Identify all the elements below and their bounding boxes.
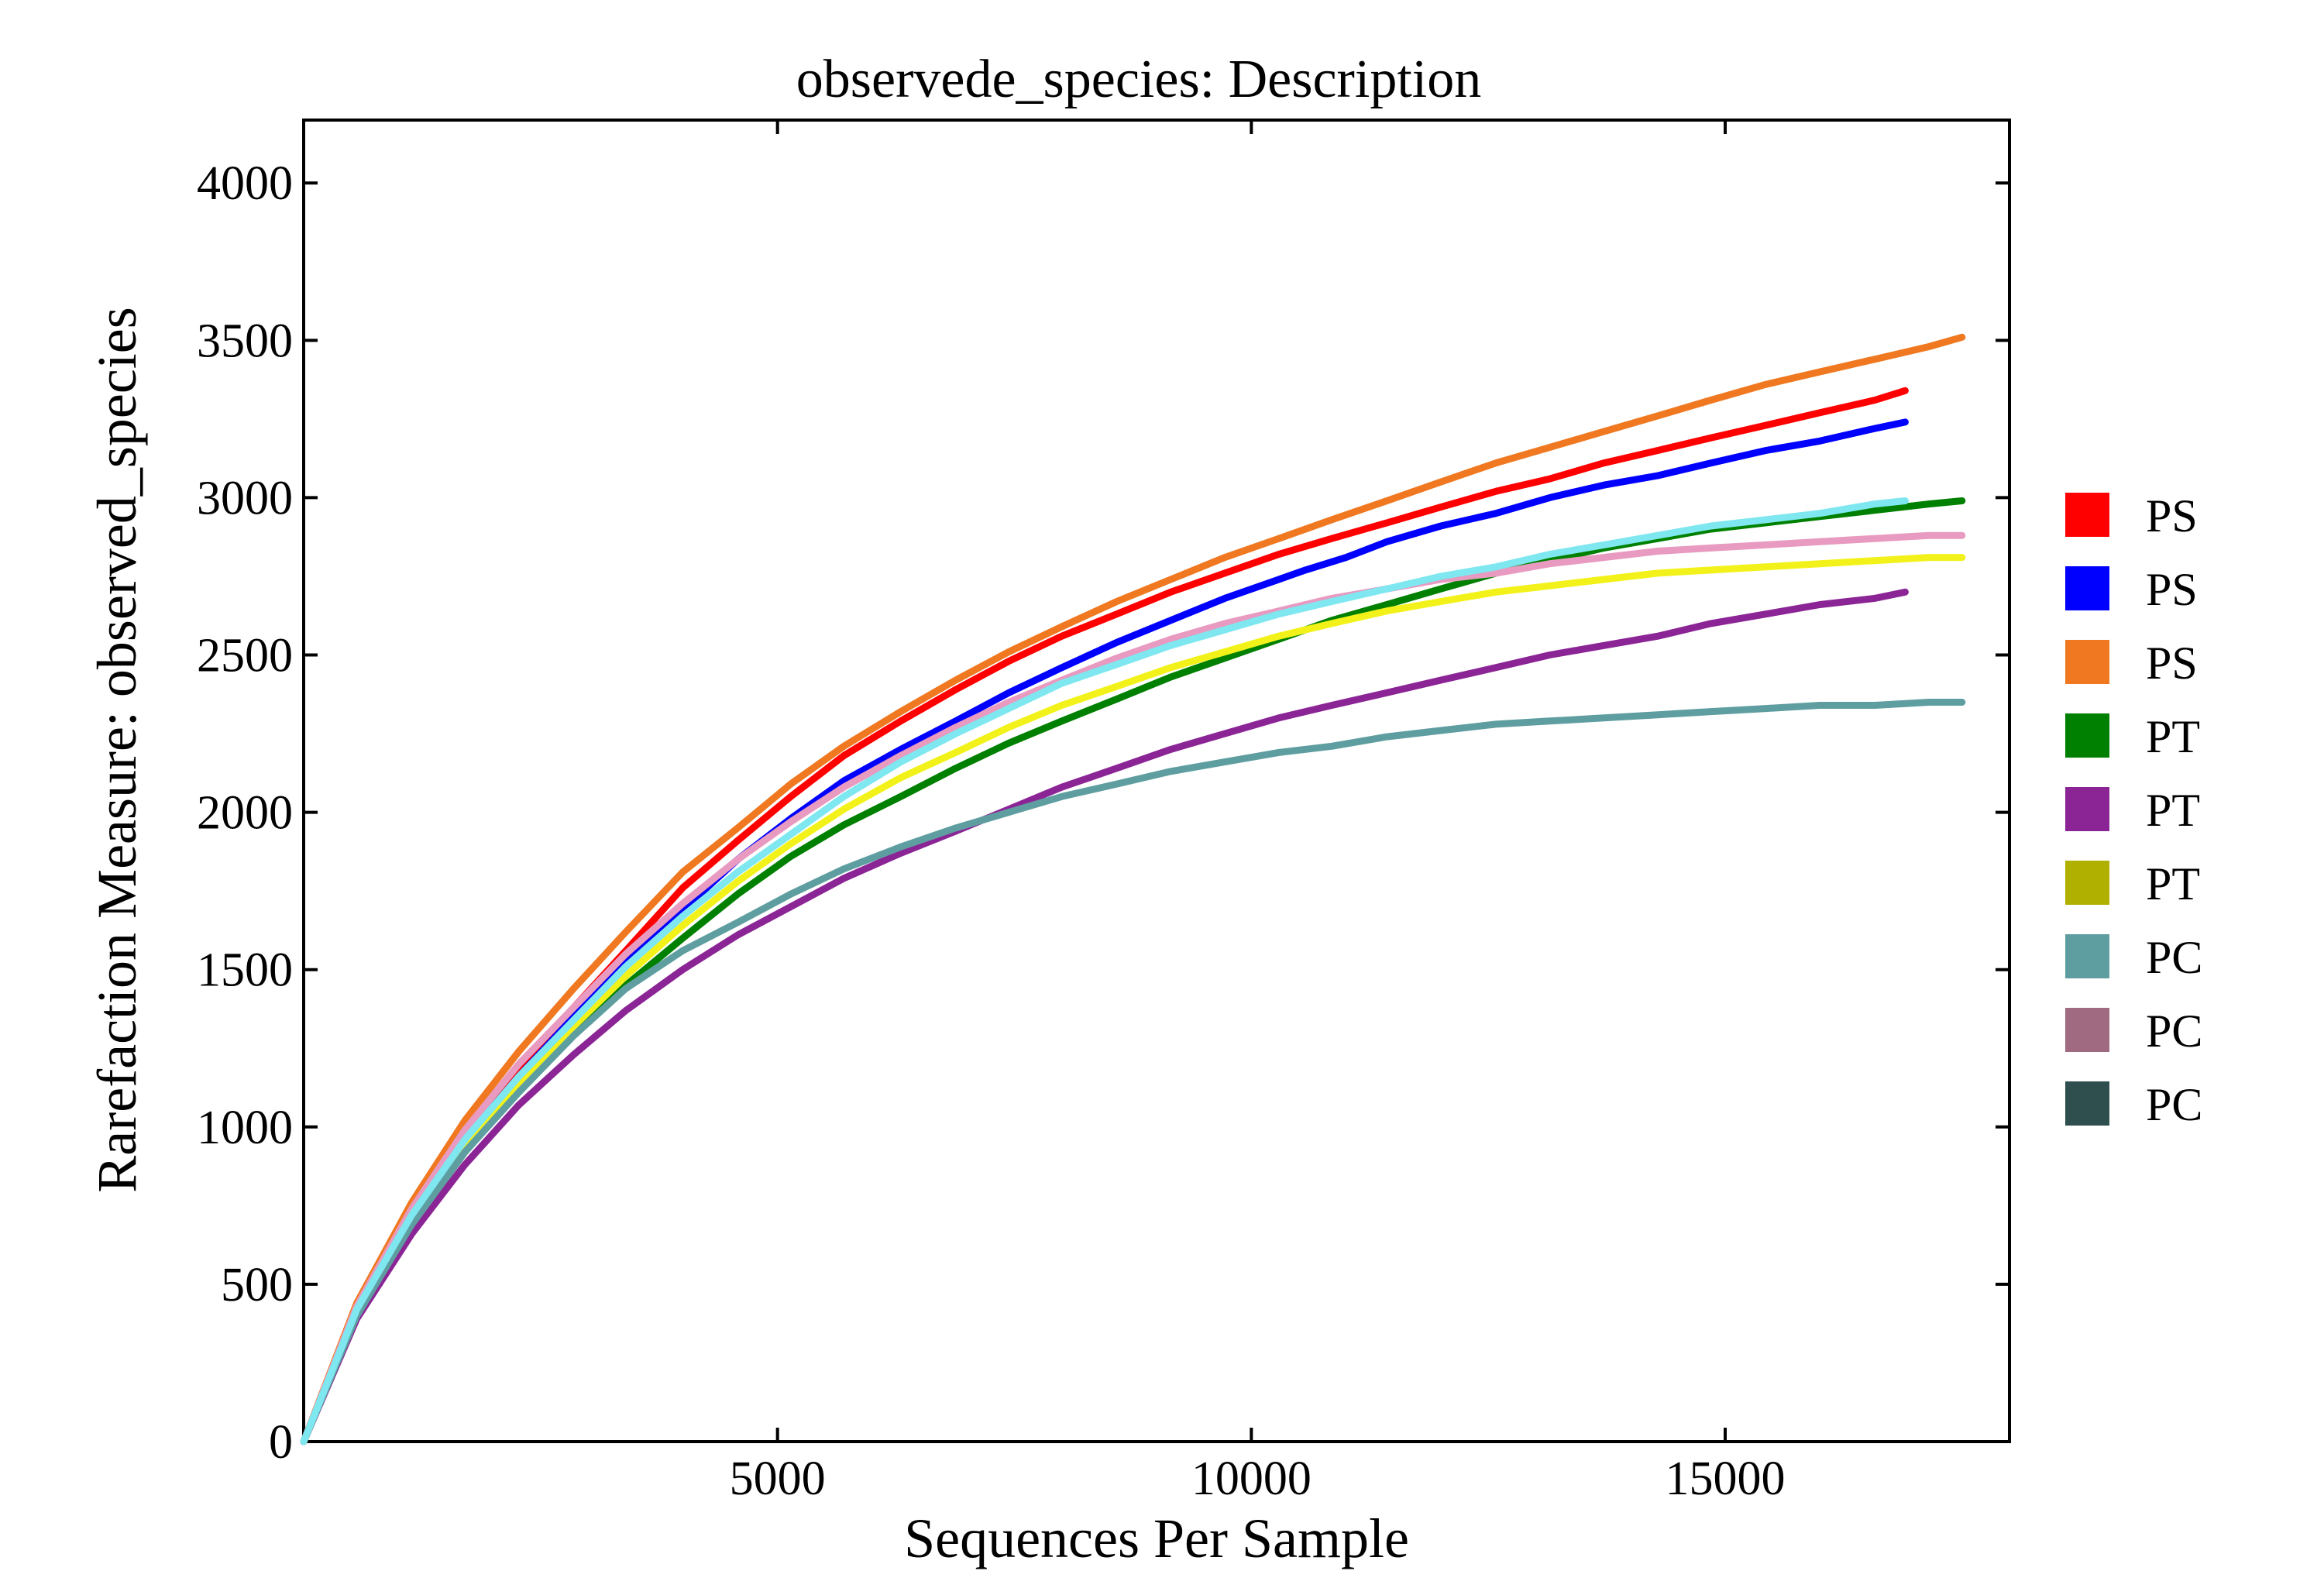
y-tick-label: 4000: [197, 157, 293, 210]
y-tick-label: 1000: [197, 1102, 293, 1154]
legend-swatch: [2065, 787, 2109, 831]
plot-frame: [302, 119, 2011, 1443]
y-tick-label: 3500: [197, 315, 293, 367]
x-tick-label: 10000: [1191, 1452, 1312, 1505]
legend-swatch: [2065, 493, 2109, 537]
legend: PS PS PS PT PT PT PC PC PC: [2065, 490, 2202, 1130]
series-line-8: [300, 531, 1966, 1445]
legend-swatch: [2065, 566, 2109, 610]
legend-label: PC: [2146, 932, 2202, 983]
legend-label: PT: [2146, 711, 2200, 762]
axis-ticks: 5000 10000 15000 0 500 1000 1500 2000 2500 3000 35…: [197, 120, 2009, 1505]
legend-label: PS: [2146, 490, 2198, 541]
legend-label: PT: [2146, 785, 2200, 836]
x-axis-label: Sequences Per Sample: [904, 1507, 1409, 1569]
legend-swatch: [2065, 1081, 2109, 1126]
y-axis-label: Rarefaction Measure: observed_species: [86, 307, 148, 1193]
legend-swatch: [2065, 1008, 2109, 1052]
legend-swatch: [2065, 934, 2109, 978]
x-tick-label: 5000: [730, 1452, 826, 1505]
legend-swatch: [2065, 713, 2109, 758]
y-tick-label: 0: [269, 1416, 293, 1469]
legend-label: PT: [2146, 858, 2200, 909]
chart-title: observede_species: Description: [796, 50, 1481, 109]
y-tick-label: 500: [221, 1259, 293, 1311]
y-tick-label: 3000: [197, 472, 293, 524]
series-line-4: [300, 497, 1966, 1445]
legend-swatch: [2065, 861, 2109, 905]
series-line-9: [300, 497, 1909, 1445]
legend-label: PS: [2146, 638, 2198, 689]
y-tick-label: 2000: [197, 787, 293, 840]
series-line-5: [300, 588, 1909, 1445]
x-tick-label: 15000: [1666, 1452, 1786, 1505]
series-line-7: [300, 699, 1966, 1445]
y-tick-label: 1500: [197, 944, 293, 997]
legend-swatch: [2065, 640, 2109, 684]
series-line-3: [300, 333, 1966, 1445]
legend-label: PC: [2146, 1005, 2202, 1057]
series-line-6: [300, 554, 1966, 1445]
y-tick-label: 2500: [197, 630, 293, 682]
legend-label: PS: [2146, 564, 2198, 615]
legend-label: PC: [2146, 1079, 2202, 1130]
series-lines: [300, 333, 1966, 1445]
